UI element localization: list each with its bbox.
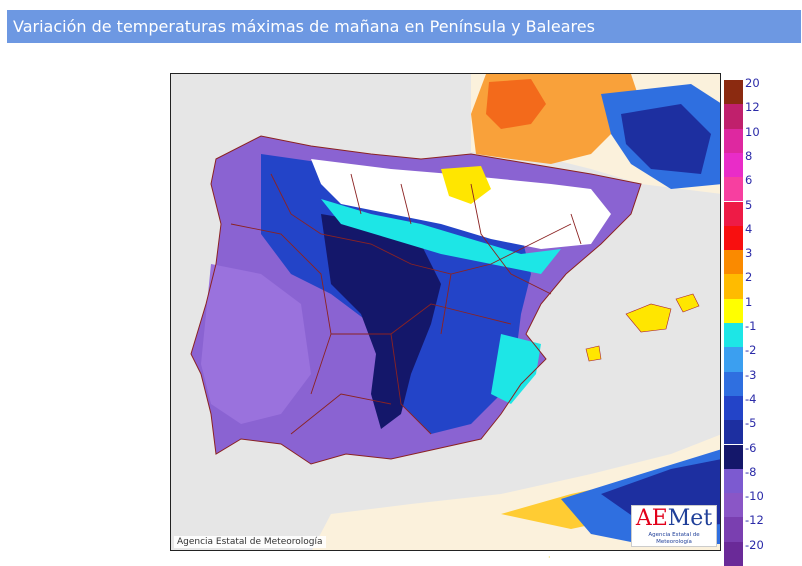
- region-borders: [230, 173, 582, 435]
- legend-label: 12: [745, 100, 760, 115]
- legend-label: 6: [745, 173, 753, 188]
- legend-swatch: [724, 517, 743, 542]
- page-title-bar: Variación de temperaturas máximas de mañ…: [7, 10, 801, 43]
- france-warm-red: [486, 79, 546, 129]
- legend-swatch: [724, 468, 743, 494]
- legend-swatch: [724, 541, 743, 566]
- legend-swatch: [724, 298, 743, 323]
- legend-label: 4: [745, 221, 753, 236]
- legend-label: -3: [745, 367, 757, 382]
- north-cyan-edge: [321, 199, 561, 274]
- legend-swatch: [724, 104, 743, 129]
- color-legend: 20 12 10 8 6 5 4 3 2 1 -1 -2 -3 -4 -5 -6 -8 -10 -12 -20: [724, 76, 802, 566]
- north-white-zone: [311, 159, 611, 249]
- west-purple-light: [201, 264, 311, 424]
- legend-label: -10: [745, 489, 764, 504]
- legend-swatch: [724, 420, 743, 445]
- copyright-notice: Agencia Estatal de Meteorología: [174, 536, 326, 548]
- map-canvas: [171, 74, 720, 550]
- legend-label: 20: [745, 76, 760, 90]
- legend-label: -12: [745, 513, 764, 528]
- legend-label: 8: [745, 148, 753, 163]
- legend-label: 2: [745, 270, 753, 285]
- legend-swatch: [724, 128, 743, 153]
- ebro-yellow-patch: [441, 166, 491, 204]
- legend-label: -20: [745, 537, 764, 552]
- legend-label: 5: [745, 197, 753, 212]
- legend-swatch: [724, 152, 743, 178]
- legend-label: 10: [745, 124, 760, 139]
- peninsula-coastline: [190, 135, 642, 465]
- aemet-logo: AEMet Agencia Estatal de Meteorología: [631, 505, 717, 547]
- temperature-change-map: Agencia Estatal de Meteorología AEMet Ag…: [170, 73, 721, 551]
- legend-swatch: [724, 347, 743, 372]
- legend-label: -6: [745, 440, 757, 455]
- legend-swatch: [724, 250, 743, 275]
- legend-swatch: [724, 201, 743, 226]
- page-title: Variación de temperaturas máximas de mañ…: [13, 17, 595, 36]
- legend-swatch: [724, 80, 743, 105]
- stray-mark: ·: [548, 553, 551, 562]
- legend-label: -4: [745, 391, 757, 406]
- legend-swatch: [724, 177, 743, 202]
- legend-swatch: [724, 444, 743, 469]
- legend-swatch: [724, 225, 743, 251]
- logo-letter-e: E: [651, 506, 668, 531]
- legend-label: -2: [745, 343, 757, 358]
- balearics: [585, 293, 700, 362]
- legend-swatch: [724, 371, 743, 396]
- legend-label: -8: [745, 464, 757, 479]
- legend-label: -5: [745, 416, 757, 431]
- legend-swatch: [724, 323, 743, 348]
- legend-label: 1: [745, 294, 753, 309]
- logo-letters-met: Met: [667, 506, 713, 531]
- legend-swatch: [724, 274, 743, 299]
- legend-swatch: [724, 395, 743, 421]
- logo-wordmark: AEMet: [632, 506, 716, 532]
- legend-swatch: [724, 493, 743, 518]
- peninsula-navy-core: [321, 214, 441, 429]
- legend-label: 3: [745, 246, 753, 261]
- france-cool-inner: [621, 104, 711, 174]
- logo-subtitle: Agencia Estatal de Meteorología: [648, 532, 700, 545]
- legend-label: -1: [745, 319, 757, 333]
- copyright-text: Agencia Estatal de Meteorología: [177, 537, 323, 547]
- logo-letter-a: A: [635, 506, 652, 531]
- coast-cyan: [491, 334, 541, 404]
